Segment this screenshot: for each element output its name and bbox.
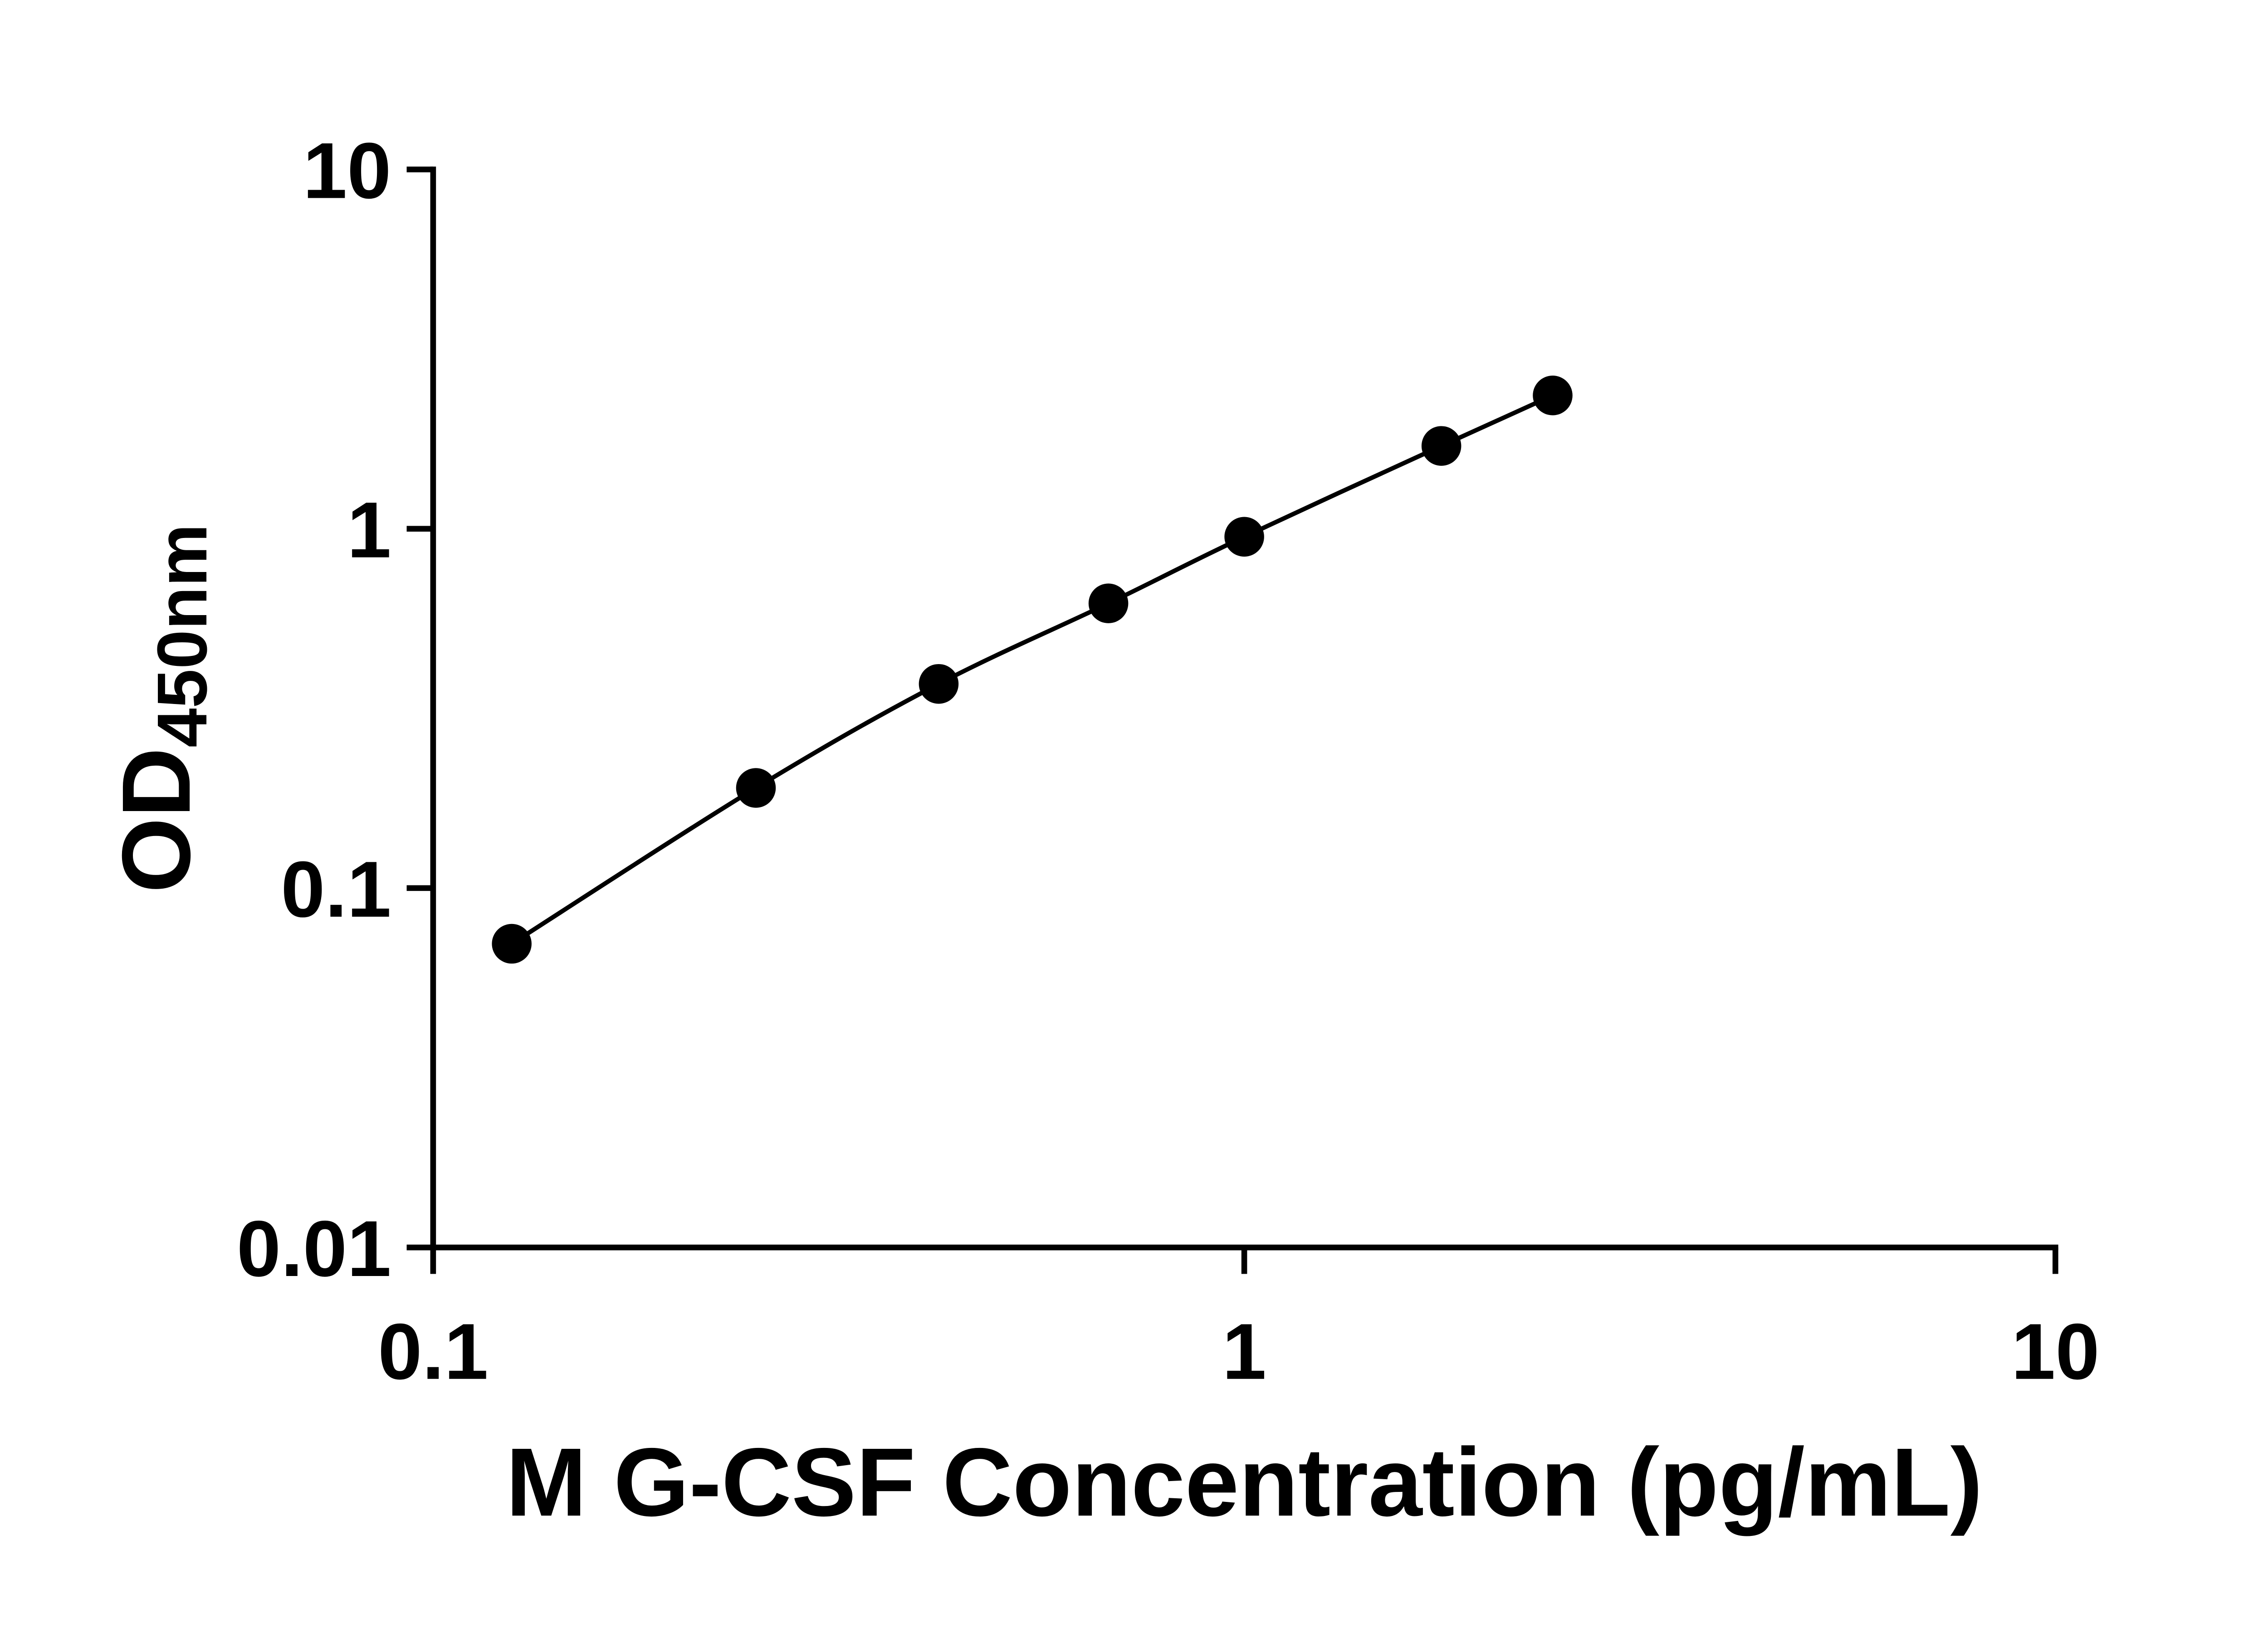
data-point <box>1224 517 1264 557</box>
x-tick-label: 0.1 <box>378 1308 488 1396</box>
x-tick-label: 1 <box>1222 1308 1266 1396</box>
y-tick-label: 1 <box>347 486 391 575</box>
y-tick-label: 0.01 <box>237 1205 391 1293</box>
data-point <box>1088 583 1129 623</box>
data-point <box>1533 376 1573 416</box>
y-tick-label: 10 <box>303 127 391 215</box>
data-point <box>492 924 532 964</box>
plot-area: 10 1 0.1 0.01 0.1 1 10 <box>237 127 2100 1396</box>
y-axis-title-sub: 450nm <box>142 524 221 748</box>
curve-line <box>510 393 1554 946</box>
y-axis-title-main: OD <box>102 748 210 893</box>
data-point <box>1421 426 1461 466</box>
data-point <box>736 768 776 808</box>
y-tick-label: 0.1 <box>281 846 391 934</box>
data-point <box>919 664 959 704</box>
x-tick-label: 10 <box>2011 1308 2100 1396</box>
x-axis-title: M G-CSF Concentration (pg/mL) <box>506 1428 1983 1536</box>
y-axis-title: OD450nm <box>102 524 221 893</box>
